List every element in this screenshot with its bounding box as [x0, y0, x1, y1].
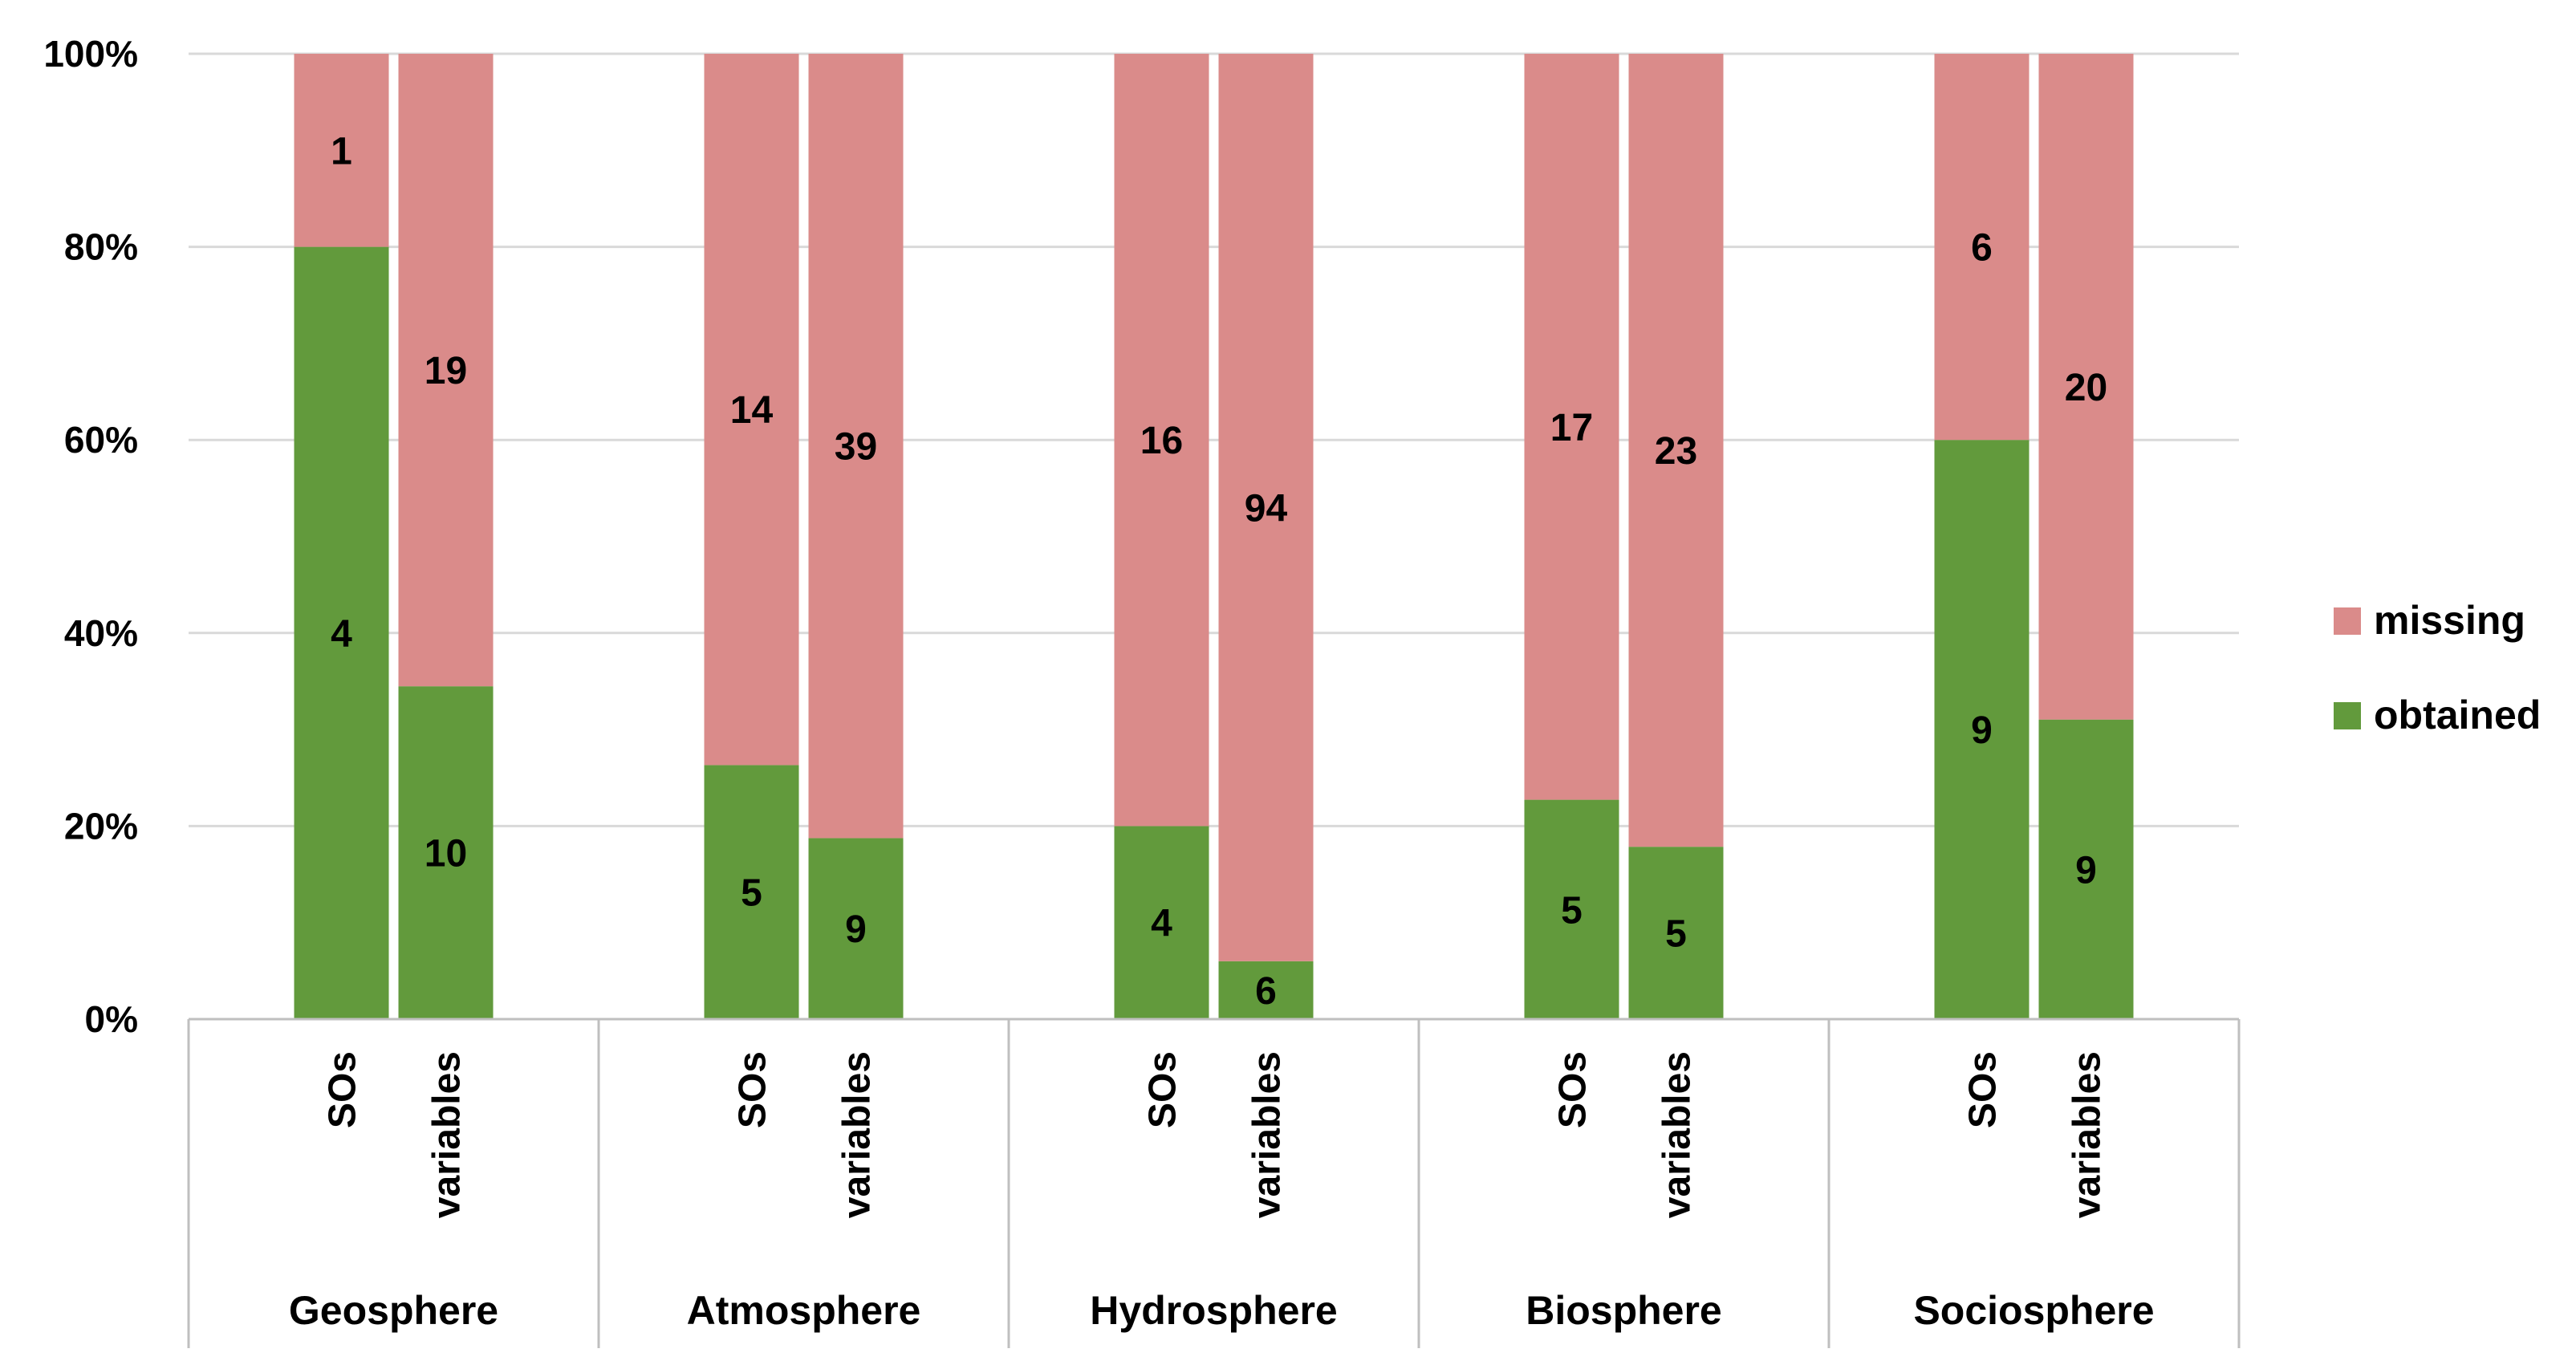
bar-obtained [704, 765, 799, 1019]
data-label-obtained: 4 [331, 613, 352, 656]
legend-label-obtained: obtained [2374, 693, 2541, 737]
data-label-missing: 23 [1655, 430, 1697, 473]
y-tick-label: 100% [43, 33, 138, 75]
subcategory-label: variables [426, 1051, 469, 1218]
data-label-missing: 39 [835, 426, 877, 469]
data-label-obtained: 9 [1971, 709, 1993, 752]
group-label: Hydrosphere [1090, 1288, 1337, 1333]
subcategory-label: SOs [322, 1051, 364, 1128]
subcategory-label: SOs [1962, 1051, 2005, 1128]
data-label-missing: 6 [1971, 227, 1993, 270]
y-tick-label: 40% [64, 612, 138, 654]
group-label: Atmosphere [687, 1288, 921, 1333]
data-label-obtained: 10 [425, 833, 467, 876]
y-tick-label: 20% [64, 805, 138, 847]
bar-obtained [1218, 961, 1314, 1019]
data-label-missing: 19 [425, 350, 467, 392]
bars [294, 54, 2134, 1020]
gridlines [189, 52, 2239, 827]
axes: 0% 20% 40% 60% 80% 100% SOs variables Geosphere S… [43, 33, 2241, 1348]
subcategory-label: SOs [732, 1051, 774, 1128]
data-label-obtained: 4 [1151, 903, 1172, 945]
bar-missing [1218, 54, 1314, 961]
bar-missing [1114, 54, 1209, 827]
group-label: Biosphere [1526, 1288, 1722, 1333]
subcategory-label: SOs [1142, 1051, 1184, 1128]
bar-obtained [2038, 719, 2134, 1019]
y-tick-label: 60% [64, 419, 138, 461]
legend-swatch-obtained [2334, 702, 2361, 729]
data-label-missing: 16 [1140, 420, 1183, 462]
data-label-missing: 94 [1245, 487, 1288, 530]
data-label-obtained: 9 [845, 908, 867, 951]
bar-missing [1934, 54, 2030, 441]
bar-obtained [398, 686, 494, 1019]
subcategory-label: variables [1656, 1051, 1699, 1218]
data-label-obtained: 5 [1665, 913, 1687, 956]
bar-obtained [294, 246, 389, 1020]
legend: missing obtained [2334, 598, 2541, 737]
bar-missing [1628, 54, 1724, 847]
data-label-missing: 20 [2065, 367, 2107, 409]
bar-missing [808, 54, 904, 839]
y-tick-label: 80% [64, 226, 138, 268]
group-label: Sociosphere [1913, 1288, 2154, 1333]
bar-missing [2038, 54, 2134, 720]
bar-missing [704, 54, 799, 766]
bar-obtained [1524, 799, 1619, 1019]
data-labels: 4 1 10 19 5 14 9 39 4 16 6 94 5 17 5 23 9 6 9 20 [331, 130, 2107, 1013]
bar-missing [1524, 54, 1619, 800]
data-label-missing: 1 [331, 130, 352, 173]
legend-label-missing: missing [2374, 598, 2525, 643]
subcategory-label: SOs [1552, 1051, 1595, 1128]
data-label-obtained: 5 [741, 872, 762, 915]
bar-obtained [1934, 440, 2030, 1019]
bar-obtained [1114, 826, 1209, 1019]
subcategory-label: variables [836, 1051, 879, 1218]
subcategory-label: variables [2066, 1051, 2109, 1218]
y-tick-label: 0% [85, 998, 138, 1040]
data-label-missing: 14 [730, 389, 774, 432]
data-label-obtained: 5 [1561, 889, 1583, 932]
bar-missing [294, 54, 389, 247]
data-label-obtained: 9 [2075, 849, 2097, 892]
bar-missing [398, 54, 494, 687]
subcategory-label: variables [1246, 1051, 1289, 1218]
data-label-obtained: 6 [1255, 970, 1277, 1013]
bar-obtained [1628, 847, 1724, 1019]
group-label: Geosphere [289, 1288, 498, 1333]
data-label-missing: 17 [1550, 407, 1593, 449]
legend-swatch-missing [2334, 607, 2361, 635]
bar-obtained [808, 838, 904, 1019]
